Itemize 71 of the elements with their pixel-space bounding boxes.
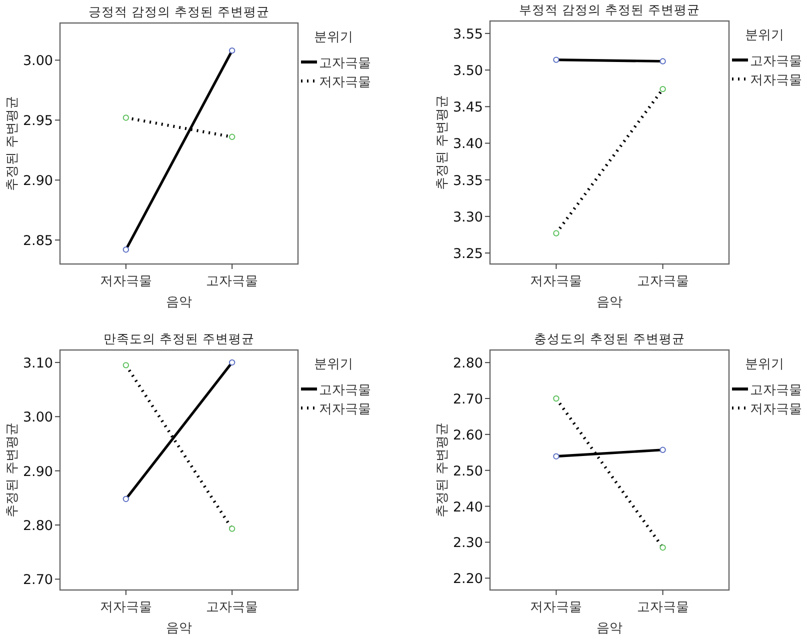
point [660,86,666,92]
point [228,47,236,54]
y-tick-label: 3.45 [452,100,483,116]
y-axis-title: 추정된 주변평균 [435,422,450,518]
y-tick-label: 3.00 [22,410,53,426]
x-tick-label: 저자극물 [530,600,582,615]
point [553,56,560,63]
x-tick-label: 저자극물 [530,274,582,289]
y-tick-label: 3.40 [452,136,483,152]
y-tick-label: 2.70 [452,392,483,408]
x-axis-title: 음악 [596,621,622,636]
chart-title: 긍정적 감정의 추정된 주변평균 [88,4,270,19]
y-tick-label: 3.50 [452,63,483,80]
y-axis-title: 추정된 주변평균 [435,94,450,190]
y-tick-label: 3.30 [452,209,483,226]
x-axis-title: 음악 [596,295,622,310]
x-tick-label: 저자극물 [100,600,152,615]
legend-label: 고자극물 [319,56,371,71]
y-tick-label: 2.80 [452,356,483,372]
x-tick-label: 고자극물 [206,274,258,289]
legend-title: 분위기 [745,357,784,372]
y-tick-label: 2.40 [452,499,483,516]
x-axis-title: 음악 [166,295,192,310]
legend-title: 분위기 [314,30,353,45]
point [122,496,130,502]
y-tick-label: 2.90 [22,173,53,190]
y-tick-label: 2.70 [22,572,53,588]
x-tick-label: 고자극물 [636,274,689,289]
y-axis-title: 추정된 주변평균 [5,422,20,518]
point [122,114,130,121]
y-tick-label: 2.20 [452,571,483,588]
point [553,230,560,236]
point [553,453,560,460]
legend-label: 고자극물 [319,383,371,398]
legend-title: 분위기 [745,28,784,43]
y-tick-label: 2.95 [22,113,53,130]
y-tick-label: 2.90 [22,464,53,480]
x-tick-label: 고자극물 [206,600,258,615]
point [660,446,666,453]
x-tick-label: 고자극물 [636,600,689,615]
legend-label: 고자극물 [750,54,802,69]
point [660,544,666,551]
point [228,359,236,366]
y-tick-label: 3.10 [22,355,53,372]
y-tick-label: 3.25 [452,246,483,262]
x-tick-label: 저자극물 [100,274,152,289]
legend-label: 저자극물 [750,402,802,417]
point [122,362,130,368]
y-tick-label: 3.35 [452,172,483,189]
y-tick-label: 2.60 [452,427,483,444]
y-tick-label: 2.85 [22,233,53,250]
y-tick-label: 2.50 [452,463,483,480]
legend-label: 저자극물 [319,402,371,417]
legend-title: 분위기 [314,357,353,372]
y-axis-title: 추정된 주변평균 [5,96,20,192]
y-tick-label: 2.80 [22,518,53,534]
point [228,134,236,140]
point [122,246,130,253]
legend-label: 저자극물 [750,73,802,88]
chart-title: 만족도의 추정된 주변평균 [104,331,254,346]
chart-title: 부정적 감정의 추정된 주변평균 [519,2,700,17]
point [660,58,666,64]
point [553,395,560,402]
y-tick-label: 3.00 [22,53,53,70]
y-tick-label: 2.30 [452,535,483,552]
legend-label: 저자극물 [319,75,371,90]
point [228,526,236,532]
legend-label: 고자극물 [750,383,802,398]
x-axis-title: 음악 [166,621,192,636]
y-tick-label: 3.55 [452,26,483,42]
chart-title: 충성도의 추정된 주변평균 [534,331,685,346]
